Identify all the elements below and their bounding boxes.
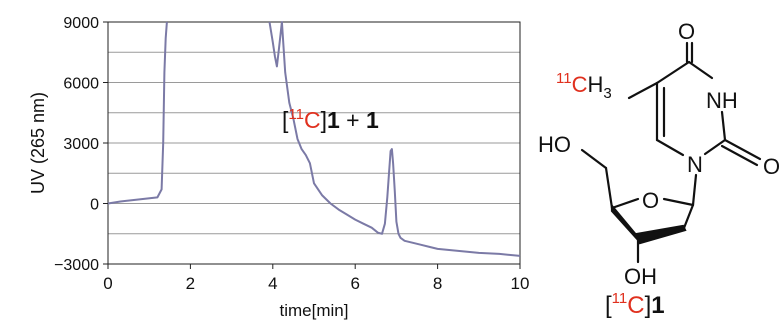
- bond-n1-c1prime: [691, 173, 698, 207]
- bond-c2-n1: [703, 138, 727, 156]
- bond-c4-c5: [655, 60, 691, 85]
- atom-ho: HO: [538, 132, 571, 157]
- bond-c2-o-double: [720, 144, 759, 167]
- atom-n-ring: N: [687, 152, 703, 177]
- peak-annotation-bracket-close: ]: [321, 107, 327, 133]
- bond-n3-c2: [720, 110, 727, 142]
- y-tick-label: 3000: [63, 136, 99, 153]
- methyl-group: 11CH3: [556, 70, 612, 102]
- x-axis-label: time[min]: [280, 301, 349, 320]
- bond-c4prime-c5prime: [604, 166, 614, 210]
- atom-oh: OH: [624, 264, 657, 289]
- compound-label-isotope: 11: [612, 290, 628, 307]
- y-tick-label: −3000: [54, 257, 99, 274]
- x-axis-ticks: 0 2 4 6 8 10: [103, 264, 529, 293]
- bond-c3prime-c2prime-bold: [635, 224, 687, 245]
- bond-c2prime-c1prime: [682, 203, 695, 230]
- x-tick-label: 8: [433, 274, 442, 293]
- x-tick-label: 0: [103, 274, 112, 293]
- bond-c6-n1: [655, 138, 685, 157]
- bond-c5-methyl: [627, 81, 659, 100]
- methyl-isotope: 11: [556, 70, 572, 87]
- peak-annotation-isotope: 11: [288, 106, 304, 123]
- peak-annotation-compound2: 1: [366, 107, 379, 133]
- x-tick-label: 6: [350, 274, 359, 293]
- methyl-h: H: [587, 72, 603, 97]
- peak-annotation-compound: 1: [327, 107, 340, 133]
- compound-label: [11C]1: [605, 290, 665, 319]
- bond-o4prime-c4prime: [610, 197, 640, 210]
- peak-annotation-bracket-open: [: [282, 107, 289, 133]
- compound-label-number: 1: [651, 292, 664, 319]
- uv-trace-line: [107, 21, 521, 257]
- structure-atom-labels: O NH O N HO O OH 11CH3 [11C]1: [538, 19, 779, 319]
- bond-c2-o: [723, 138, 762, 161]
- atom-o-right: O: [763, 154, 779, 179]
- bond-c4prime-c3prime-wedge: [610, 202, 641, 243]
- methyl-sub: 3: [603, 85, 611, 102]
- thymidine-structure: [580, 41, 762, 264]
- bond-c1prime-o4prime: [662, 197, 695, 207]
- x-tick-label: 2: [186, 274, 195, 293]
- peak-annotation: [11C]1 + 1: [282, 106, 379, 133]
- atom-nh: NH: [706, 88, 738, 113]
- y-axis-ticks: 9000 6000 3000 0 −3000: [54, 15, 108, 274]
- y-tick-label: 6000: [63, 76, 99, 93]
- bond-c5prime-o: [580, 148, 608, 170]
- peak-annotation-element: C: [304, 107, 321, 133]
- y-axis-label: UV (265 nm): [28, 92, 48, 194]
- y-tick-label: 0: [90, 197, 99, 214]
- gridlines: [108, 51, 520, 235]
- compound-label-bracket-close: ]: [645, 292, 652, 319]
- y-tick-label: 9000: [63, 15, 99, 32]
- peak-annotation-plus: +: [340, 107, 366, 133]
- bond-c4-n3: [687, 60, 714, 80]
- atom-o-sugar: O: [642, 188, 659, 213]
- compound-label-bracket-open: [: [605, 292, 612, 319]
- atom-o-top: O: [678, 19, 695, 44]
- compound-label-element: C: [627, 292, 644, 319]
- x-tick-label: 10: [511, 274, 530, 293]
- x-tick-label: 4: [268, 274, 277, 293]
- methyl-element: C: [572, 72, 588, 97]
